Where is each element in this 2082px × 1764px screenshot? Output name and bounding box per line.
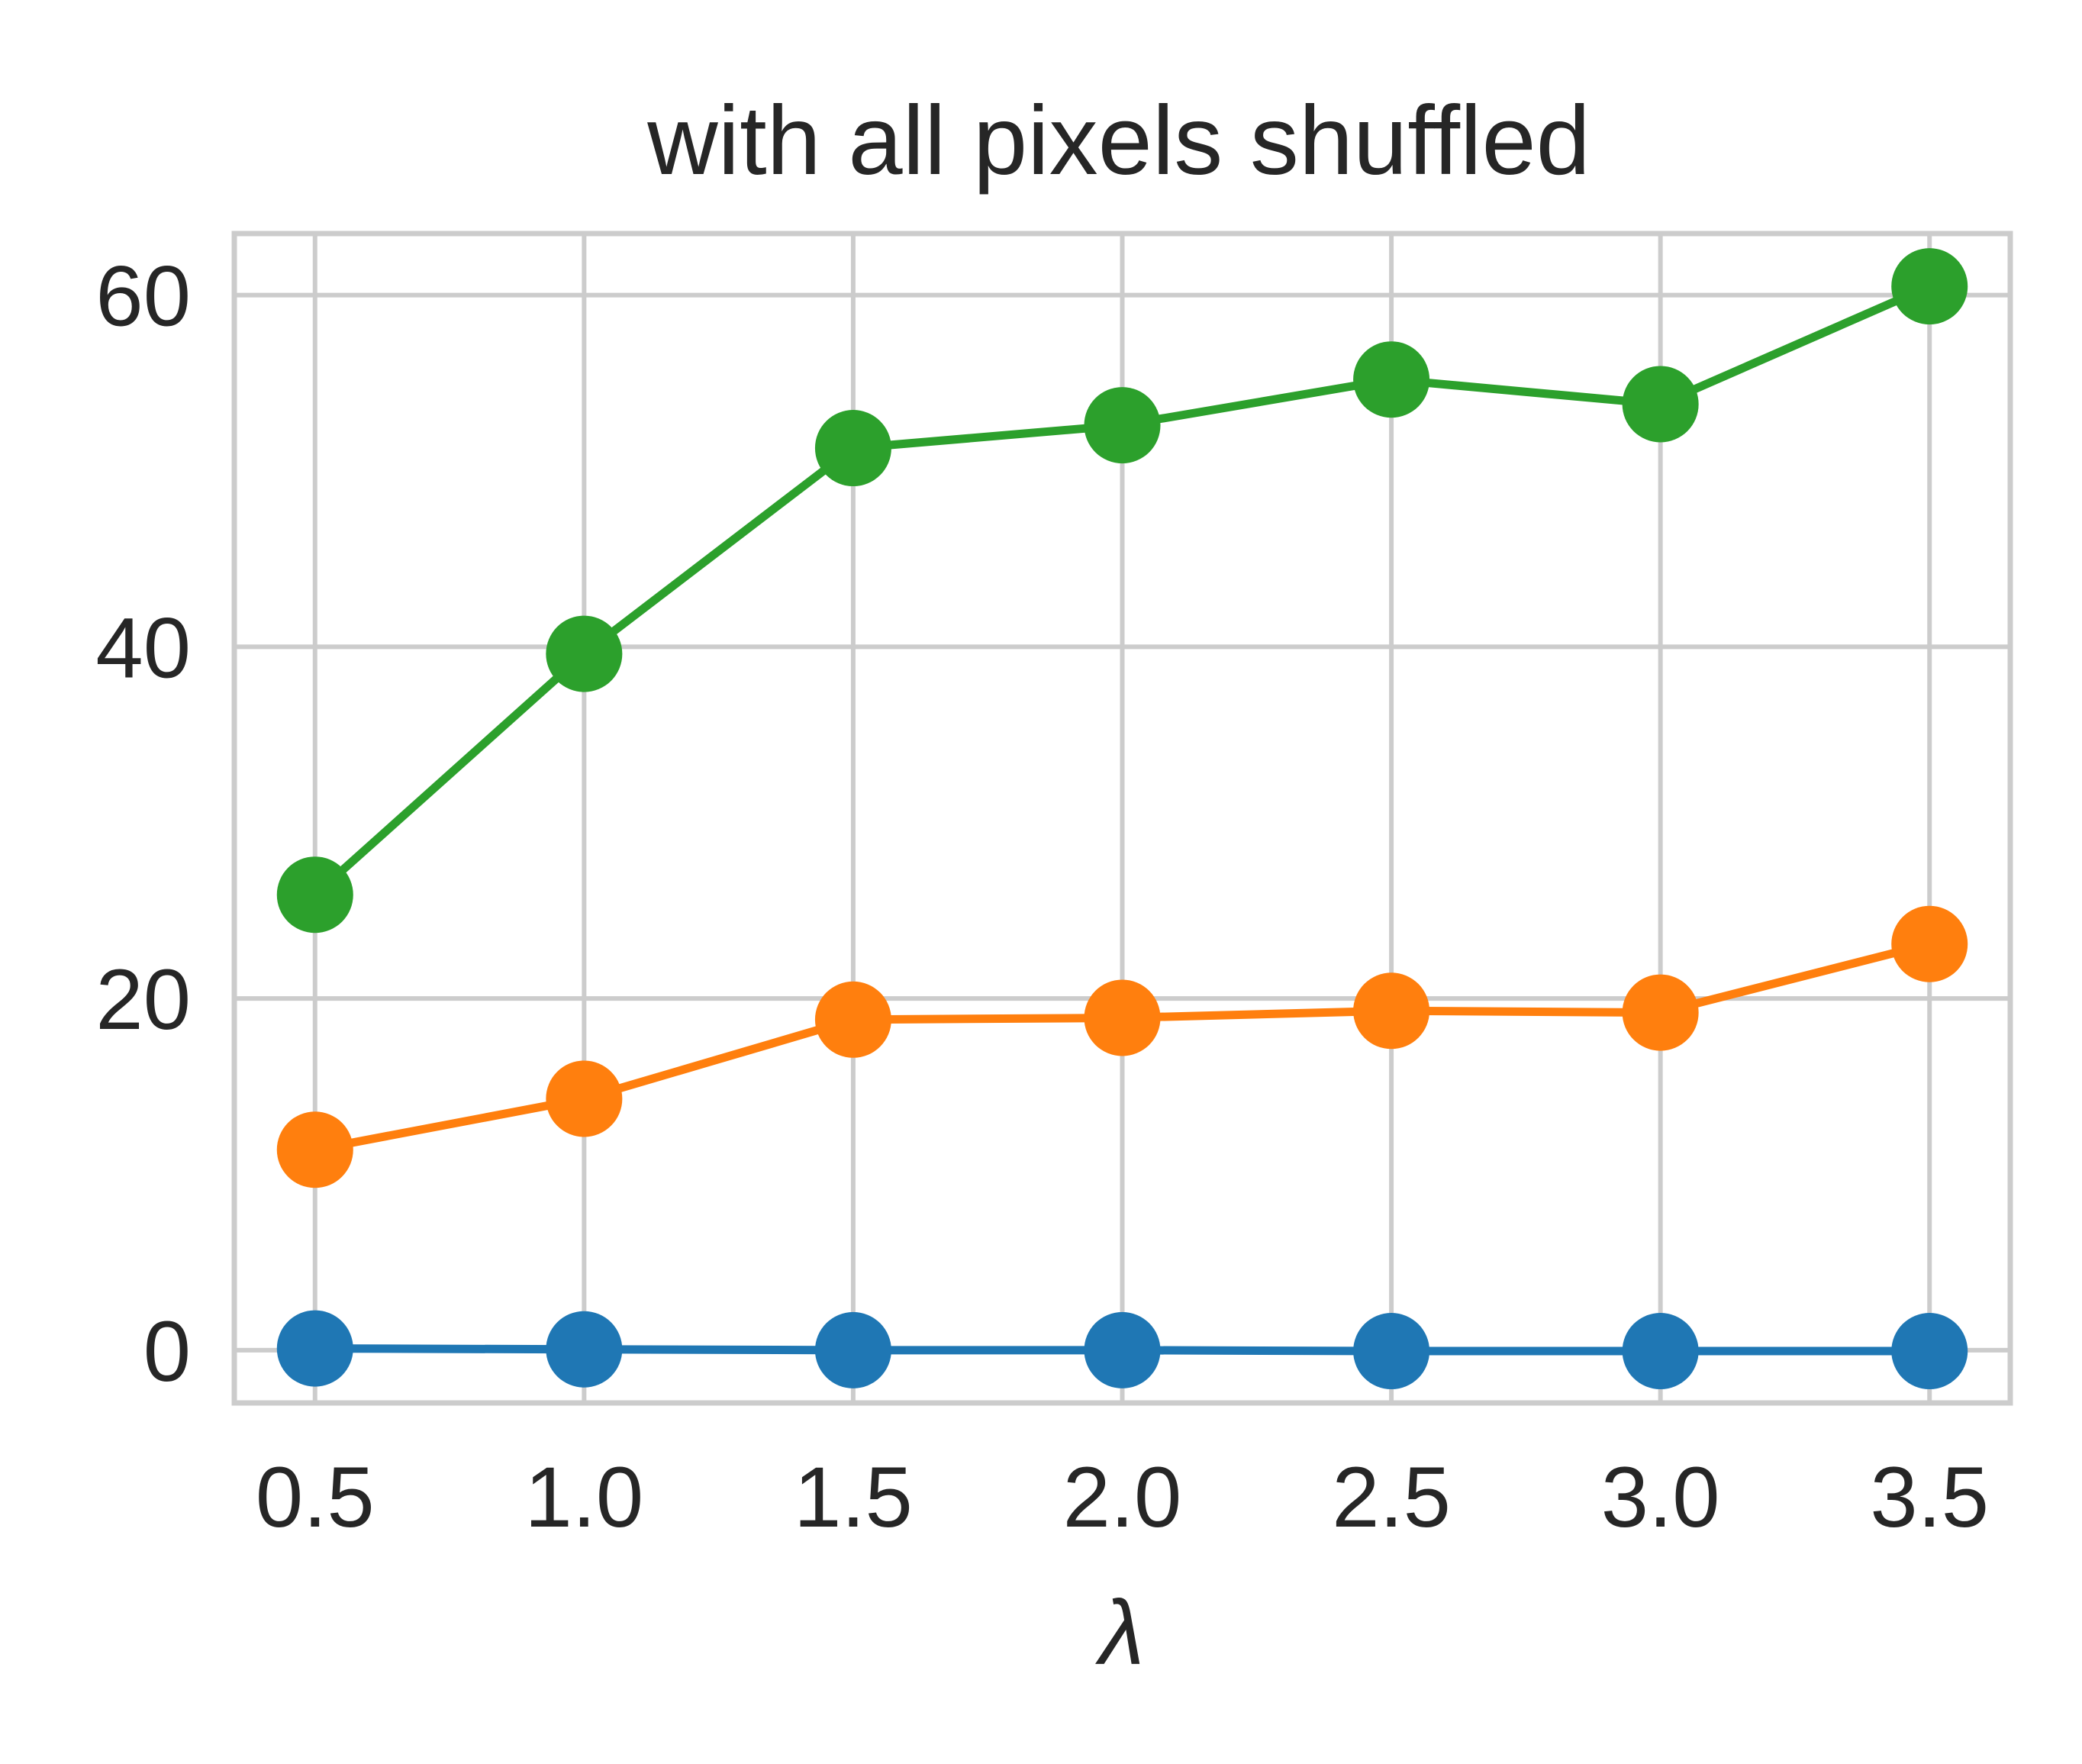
x-tick-label: 2.5 — [1332, 1450, 1451, 1545]
y-tick-label: 40 — [95, 600, 191, 695]
x-axis-label: λ — [1094, 1582, 1144, 1684]
data-point — [1353, 341, 1430, 418]
x-tick-labels: 0.5 1.0 1.5 2.0 2.5 3.0 3.5 — [256, 1450, 1989, 1545]
data-point — [1891, 248, 1968, 325]
x-tick-label: 2.0 — [1063, 1450, 1182, 1545]
data-point — [814, 981, 891, 1058]
x-tick-label: 1.0 — [524, 1450, 643, 1545]
plot-frame — [231, 231, 2013, 1406]
x-tick-label: 3.5 — [1870, 1450, 1989, 1545]
data-point — [1622, 1313, 1699, 1390]
data-point — [1891, 905, 1968, 982]
data-point — [546, 615, 623, 692]
data-point — [1622, 974, 1699, 1051]
data-point — [276, 856, 353, 934]
series-1 — [276, 1310, 1968, 1390]
y-tick-label: 60 — [95, 249, 191, 344]
data-point — [546, 1311, 623, 1388]
x-tick-label: 3.0 — [1601, 1450, 1720, 1545]
data-point — [1353, 972, 1430, 1050]
data-point — [1084, 387, 1161, 464]
y-tick-label: 0 — [143, 1304, 191, 1399]
y-tick-label: 20 — [95, 952, 191, 1047]
y-tick-labels: 0 20 40 60 — [95, 249, 191, 1399]
data-point — [276, 1111, 353, 1188]
data-point — [276, 1310, 353, 1387]
data-point — [1084, 1311, 1161, 1388]
series-3 — [276, 248, 1968, 934]
data-point — [1891, 1313, 1968, 1390]
data-point — [1622, 366, 1699, 443]
x-tick-label: 1.5 — [794, 1450, 913, 1545]
data-point — [814, 410, 891, 487]
data-point — [814, 1311, 891, 1388]
data-point — [546, 1060, 623, 1137]
x-tick-label: 0.5 — [256, 1450, 375, 1545]
data-point — [1353, 1313, 1430, 1390]
series-2 — [276, 905, 1968, 1188]
series-group — [276, 248, 1968, 1390]
chart-title: with all pixels shuffled — [646, 86, 1591, 195]
data-point — [1084, 979, 1161, 1056]
